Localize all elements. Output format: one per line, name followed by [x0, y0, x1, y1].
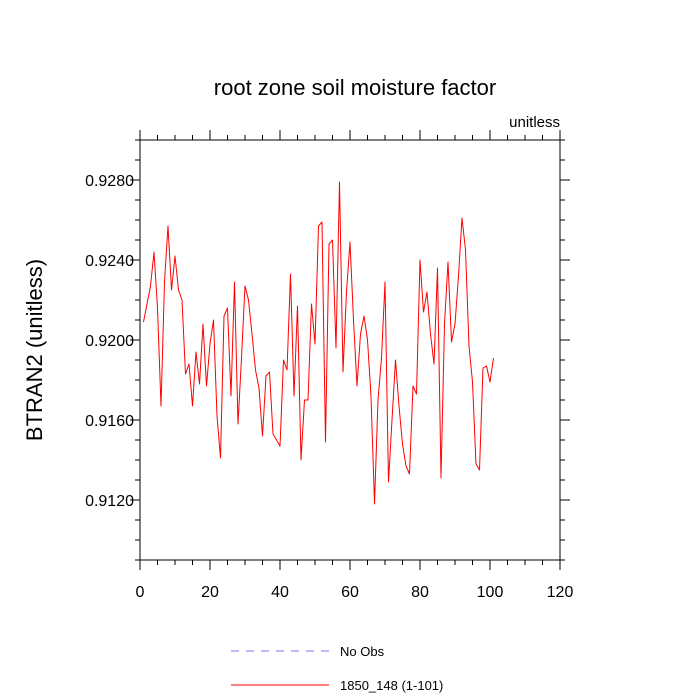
legend-label: No Obs — [340, 644, 385, 659]
units-label: unitless — [509, 114, 560, 131]
chart-title: root zone soil moisture factor — [214, 75, 496, 100]
legend-label: 1850_148 (1-101) — [340, 678, 443, 693]
y-tick-label: 0.9120 — [85, 493, 134, 510]
plot-frame — [139, 139, 561, 561]
x-tick-label: 0 — [136, 584, 145, 601]
x-tick-label: 120 — [547, 584, 574, 601]
x-tick-label: 60 — [341, 584, 359, 601]
y-tick-label: 0.9280 — [85, 173, 134, 190]
axis-ticks — [130, 130, 570, 570]
x-tick-label: 80 — [411, 584, 429, 601]
x-tick-label: 100 — [477, 584, 504, 601]
y-axis-label: BTRAN2 (unitless) — [22, 259, 47, 441]
y-tick-label: 0.9200 — [85, 333, 134, 350]
y-tick-label: 0.9240 — [85, 253, 134, 270]
series-line — [143, 181, 494, 505]
y-tick-label: 0.9160 — [85, 413, 134, 430]
series-layer — [143, 181, 494, 505]
x-tick-label: 40 — [271, 584, 289, 601]
x-tick-label: 20 — [201, 584, 219, 601]
legend: No Obs 1850_148 (1-101) — [231, 644, 443, 693]
axis-tick-labels: 0 20 40 60 80 100 120 0.9120 0.9160 0.9200 0.9240 0… — [85, 173, 573, 601]
